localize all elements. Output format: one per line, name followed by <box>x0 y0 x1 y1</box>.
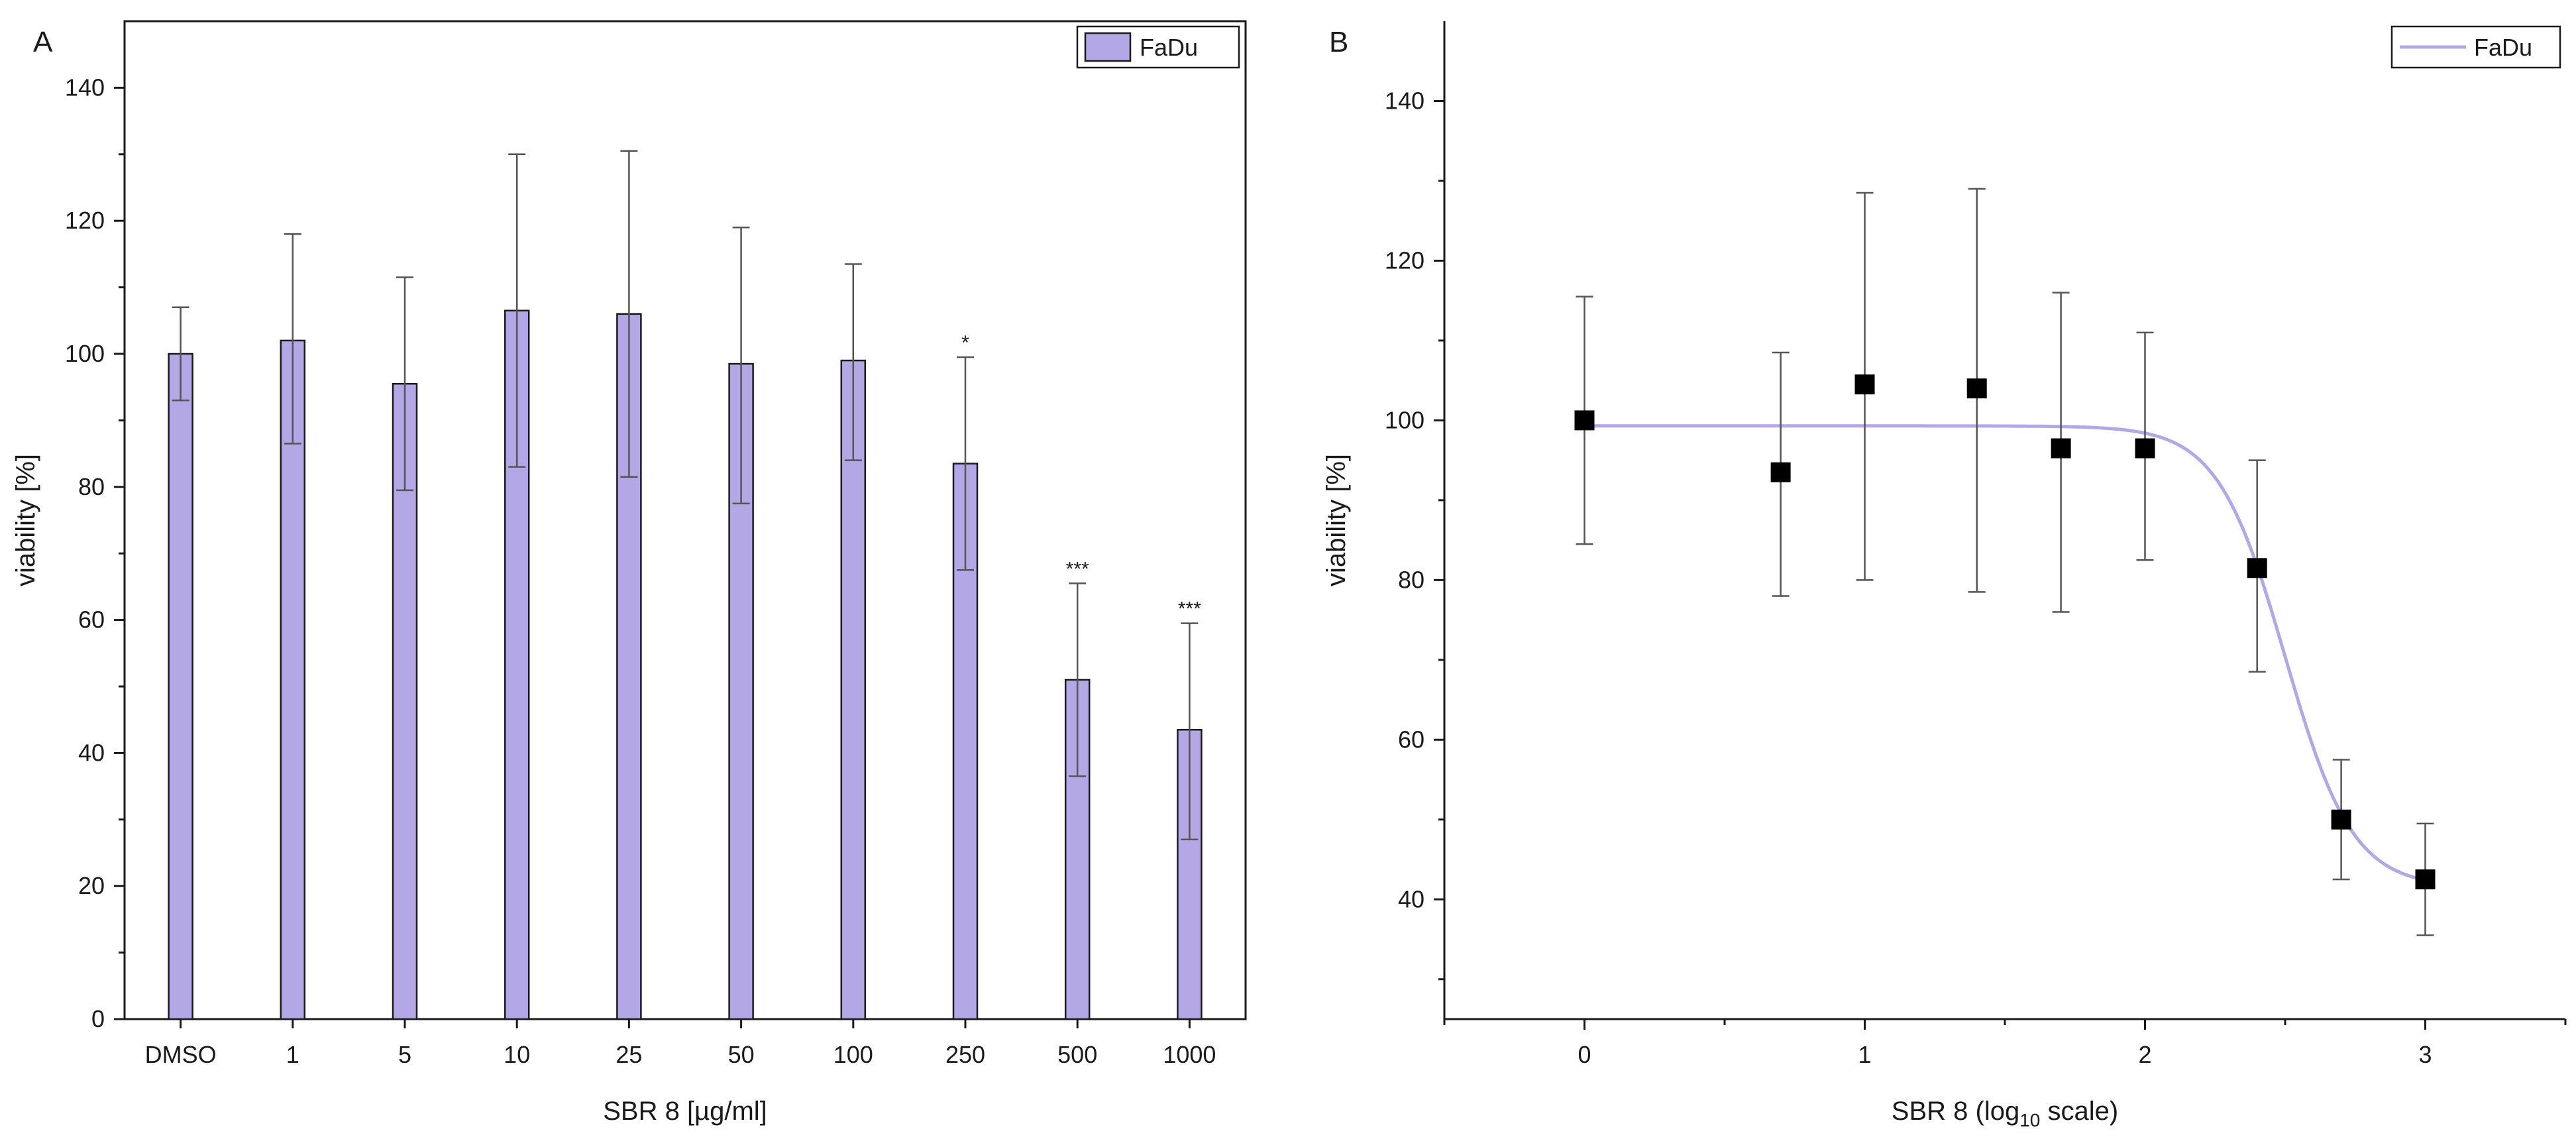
panel-a-bar <box>168 353 193 1020</box>
panel-b-error-bars <box>1576 188 2434 936</box>
panel-b-y-tick-label: 100 <box>1385 406 1424 433</box>
panel-b-y-tick-label: 140 <box>1385 87 1424 114</box>
panel-b-data-point <box>1966 378 1987 399</box>
panel-a-legend-swatch <box>1084 32 1132 62</box>
panel-b-legend-label: FaDu <box>2474 34 2532 61</box>
panel-b-data-point <box>2135 438 2155 459</box>
panel-b-x-axis: 0 1 2 3 <box>1443 1019 2567 1068</box>
panel-b-y-axis: 40 60 80 100 120 140 <box>1385 87 1444 981</box>
panel-a-plot-frame <box>123 20 1247 1020</box>
panel-a-y-tick-label: 20 <box>78 872 105 899</box>
panel-a-y-tick-label: 100 <box>65 340 105 367</box>
panel-a-x-tick-label: 100 <box>833 1041 873 1068</box>
panel-a-y-tick-label: 80 <box>78 473 105 500</box>
panel-b-letter: B <box>1329 26 1348 58</box>
panel-b-data-point <box>1770 462 1791 482</box>
panel-b-data-point <box>1854 374 1875 395</box>
panel-a-x-tick-label: 25 <box>616 1041 642 1068</box>
panel-a-significance-label: *** <box>1066 558 1089 580</box>
panel-a-x-axis-title: SBR 8 [µg/ml] <box>603 1097 767 1126</box>
panel-a-y-tick-label: 140 <box>65 74 105 101</box>
panel-b-data-point <box>2331 809 2351 830</box>
panel-a-x-tick-label: 10 <box>504 1041 530 1068</box>
panel-b-y-tick-label: 40 <box>1398 885 1424 912</box>
panel-a-x-tick-label: 1 <box>286 1041 299 1068</box>
panel-a-x-tick-label: 50 <box>728 1041 755 1068</box>
panel-b-data-point <box>2247 558 2267 578</box>
panel-a-x-tick-label: 250 <box>945 1041 985 1068</box>
panel-b-x-tick-label: 3 <box>2418 1041 2432 1068</box>
panel-b-data-point <box>2051 438 2071 459</box>
panel-b-x-tick-label: 0 <box>1578 1041 1591 1068</box>
panel-a-significance-labels: ******* <box>961 332 1201 620</box>
panel-b-y-axis-title: viability [%] <box>1322 454 1351 586</box>
panel-b-x-tick-label: 2 <box>2138 1041 2151 1068</box>
panel-a-y-tick-label: 60 <box>78 606 105 633</box>
panel-b-points <box>1574 374 2436 890</box>
panel-b-x-tick-label: 1 <box>1858 1041 1871 1068</box>
panel-a-x-tick-label: 5 <box>398 1041 411 1068</box>
panel-b-x-title-subscript: 10 <box>2019 1110 2040 1130</box>
panel-a-x-tick-label: 1000 <box>1163 1041 1216 1068</box>
panel-b-x-axis-title: SBR 8 (log10 scale) <box>1892 1097 2118 1130</box>
panel-a-significance-label: * <box>961 332 969 354</box>
panel-a-y-axis: 0 20 40 60 80 100 120 140 <box>65 74 125 1032</box>
panel-a-y-axis-title: viability [%] <box>11 454 40 586</box>
panel-b-y-tick-label: 60 <box>1398 726 1424 753</box>
panel-a-letter: A <box>33 26 53 58</box>
panel-a-bars <box>168 309 1203 1020</box>
panel-b-data-point <box>2415 869 2436 890</box>
panel-a-y-tick-label: 0 <box>91 1005 105 1032</box>
panel-b-y-tick-label: 80 <box>1398 566 1424 593</box>
panel-b-x-title-prefix: SBR 8 (log <box>1892 1097 2019 1126</box>
panel-a-y-tick-label: 40 <box>78 739 105 766</box>
panel-a-x-axis: DMSO 1 5 10 25 50 100 250 500 1000 <box>145 1019 1216 1068</box>
panel-b-data-point <box>1574 410 1595 431</box>
panel-b-x-title-suffix: scale) <box>2040 1097 2118 1126</box>
panel-a-legend-label: FaDu <box>1140 34 1198 61</box>
panel-b-legend: FaDu <box>2390 25 2561 69</box>
panel-a-legend: FaDu <box>1076 25 1240 69</box>
panel-b-y-tick-label: 120 <box>1385 246 1424 274</box>
panel-b-fit-curve <box>1584 424 2426 882</box>
panel-a-y-tick-label: 120 <box>65 207 105 234</box>
panel-a-x-tick-label: 500 <box>1057 1041 1097 1068</box>
panel-a-significance-label: *** <box>1178 598 1201 620</box>
panel-a-bar <box>840 359 867 1020</box>
panel-a-x-tick-label: DMSO <box>145 1041 217 1068</box>
panel-a-error-bars <box>172 150 1199 841</box>
panel-b-dose-response: B 40 60 80 100 120 140 0 1 2 3 SBR 8 (log10 scal… <box>1322 21 2567 1130</box>
